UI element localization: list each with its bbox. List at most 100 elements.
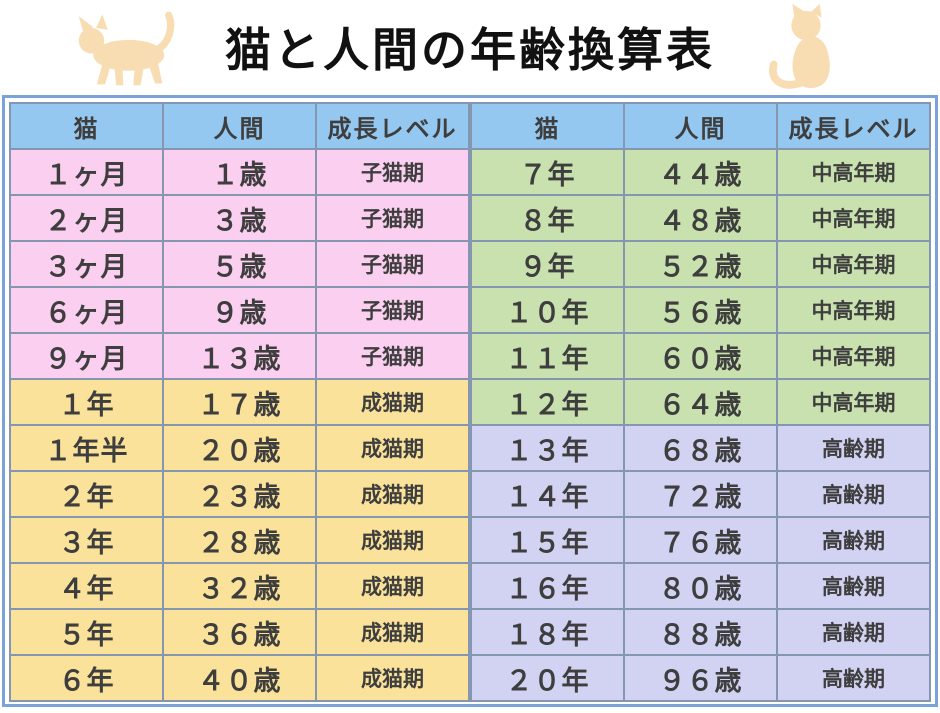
cat-age-cell: １１年	[470, 332, 625, 380]
header-cell-stage: 成長レベル	[776, 102, 931, 150]
stage-cell: 高齢期	[776, 470, 931, 518]
right-age-table: 猫 人間 成長レベル ７年 ４４歳 中高年期 ８年 ４８歳 中高年期 ９年 ５２…	[470, 102, 931, 702]
cat-age-cell: １３年	[470, 424, 625, 472]
stage-cell: 中高年期	[776, 286, 931, 334]
table-row: １１年 ６０歳 中高年期	[470, 332, 931, 380]
human-age-cell: ６８歳	[623, 424, 778, 472]
stage-cell: 高齢期	[776, 562, 931, 610]
human-age-cell: １歳	[162, 148, 317, 196]
table-row: １８年 ８８歳 高齢期	[470, 608, 931, 656]
human-age-cell: ３２歳	[162, 562, 317, 610]
header-row: 猫 人間 成長レベル	[9, 102, 470, 150]
cat-age-cell: １年半	[9, 424, 164, 472]
title-area: 猫と人間の年齢換算表	[0, 0, 940, 95]
table-row: ５年 ３６歳 成猫期	[9, 608, 470, 656]
stage-cell: 中高年期	[776, 332, 931, 380]
cat-age-cell: ６ヶ月	[9, 286, 164, 334]
table-row: ８年 ４８歳 中高年期	[470, 194, 931, 242]
table-row: ６年 ４０歳 成猫期	[9, 654, 470, 702]
stage-cell: 成猫期	[315, 562, 470, 610]
human-age-cell: ４８歳	[623, 194, 778, 242]
header-cell-human: 人間	[623, 102, 778, 150]
human-age-cell: ７２歳	[623, 470, 778, 518]
cat-age-cell: １０年	[470, 286, 625, 334]
human-age-cell: ６４歳	[623, 378, 778, 426]
human-age-cell: ９歳	[162, 286, 317, 334]
cat-age-cell: ２年	[9, 470, 164, 518]
cat-age-cell: １６年	[470, 562, 625, 610]
human-age-cell: ４０歳	[162, 654, 317, 702]
table-row: １３年 ６８歳 高齢期	[470, 424, 931, 472]
cat-age-cell: ７年	[470, 148, 625, 196]
stage-cell: 中高年期	[776, 194, 931, 242]
human-age-cell: ８８歳	[623, 608, 778, 656]
cat-age-cell: ２０年	[470, 654, 625, 702]
header-cell-cat: 猫	[470, 102, 625, 150]
header-cell-cat: 猫	[9, 102, 164, 150]
cat-age-cell: ２ヶ月	[9, 194, 164, 242]
table-row: １２年 ６４歳 中高年期	[470, 378, 931, 426]
cat-age-cell: １５年	[470, 516, 625, 564]
human-age-cell: ２８歳	[162, 516, 317, 564]
stage-cell: 高齢期	[776, 608, 931, 656]
table-row: １０年 ５６歳 中高年期	[470, 286, 931, 334]
header-cell-stage: 成長レベル	[315, 102, 470, 150]
human-age-cell: １７歳	[162, 378, 317, 426]
human-age-cell: ５歳	[162, 240, 317, 288]
human-age-cell: ５６歳	[623, 286, 778, 334]
human-age-cell: ３歳	[162, 194, 317, 242]
header-cell-human: 人間	[162, 102, 317, 150]
human-age-cell: ９６歳	[623, 654, 778, 702]
stage-cell: 成猫期	[315, 470, 470, 518]
human-age-cell: ４４歳	[623, 148, 778, 196]
table-row: １５年 ７６歳 高齢期	[470, 516, 931, 564]
cat-age-cell: ５年	[9, 608, 164, 656]
cat-age-cell: ８年	[470, 194, 625, 242]
page-title: 猫と人間の年齢換算表	[225, 24, 715, 76]
stage-cell: 成猫期	[315, 608, 470, 656]
table-row: ４年 ３２歳 成猫期	[9, 562, 470, 610]
stage-cell: 成猫期	[315, 378, 470, 426]
human-age-cell: １３歳	[162, 332, 317, 380]
age-conversion-table-frame: 猫 人間 成長レベル １ヶ月 １歳 子猫期 ２ヶ月 ３歳 子猫期 ３ヶ月 ５歳 …	[2, 95, 938, 707]
cat-age-cell: １ヶ月	[9, 148, 164, 196]
cat-age-cell: ３ヶ月	[9, 240, 164, 288]
stage-cell: 高齢期	[776, 654, 931, 702]
cat-age-cell: ４年	[9, 562, 164, 610]
walking-cat-icon	[78, 11, 175, 86]
table-row: ９ヶ月 １３歳 子猫期	[9, 332, 470, 380]
stage-cell: 高齢期	[776, 516, 931, 564]
sitting-cat-icon	[769, 4, 830, 89]
cat-age-cell: ９年	[470, 240, 625, 288]
human-age-cell: ６０歳	[623, 332, 778, 380]
table-row: １ヶ月 １歳 子猫期	[9, 148, 470, 196]
human-age-cell: ３６歳	[162, 608, 317, 656]
table-row: ６ヶ月 ９歳 子猫期	[9, 286, 470, 334]
stage-cell: 成猫期	[315, 424, 470, 472]
stage-cell: 成猫期	[315, 516, 470, 564]
table-row: ３年 ２８歳 成猫期	[9, 516, 470, 564]
human-age-cell: ２３歳	[162, 470, 317, 518]
stage-cell: 子猫期	[315, 240, 470, 288]
cat-age-cell: ９ヶ月	[9, 332, 164, 380]
table-row: １年半 ２０歳 成猫期	[9, 424, 470, 472]
cat-age-cell: １４年	[470, 470, 625, 518]
table-row: ２ヶ月 ３歳 子猫期	[9, 194, 470, 242]
table-row: １６年 ８０歳 高齢期	[470, 562, 931, 610]
table-row: １４年 ７２歳 高齢期	[470, 470, 931, 518]
cat-age-cell: ６年	[9, 654, 164, 702]
table-row: ２年 ２３歳 成猫期	[9, 470, 470, 518]
stage-cell: 子猫期	[315, 194, 470, 242]
table-row: ９年 ５２歳 中高年期	[470, 240, 931, 288]
stage-cell: 中高年期	[776, 240, 931, 288]
human-age-cell: ５２歳	[623, 240, 778, 288]
stage-cell: 子猫期	[315, 332, 470, 380]
left-age-table: 猫 人間 成長レベル １ヶ月 １歳 子猫期 ２ヶ月 ３歳 子猫期 ３ヶ月 ５歳 …	[9, 102, 470, 702]
stage-cell: 高齢期	[776, 424, 931, 472]
stage-cell: 子猫期	[315, 148, 470, 196]
human-age-cell: ２０歳	[162, 424, 317, 472]
table-row: ２０年 ９６歳 高齢期	[470, 654, 931, 702]
cat-age-cell: １２年	[470, 378, 625, 426]
table-row: ３ヶ月 ５歳 子猫期	[9, 240, 470, 288]
